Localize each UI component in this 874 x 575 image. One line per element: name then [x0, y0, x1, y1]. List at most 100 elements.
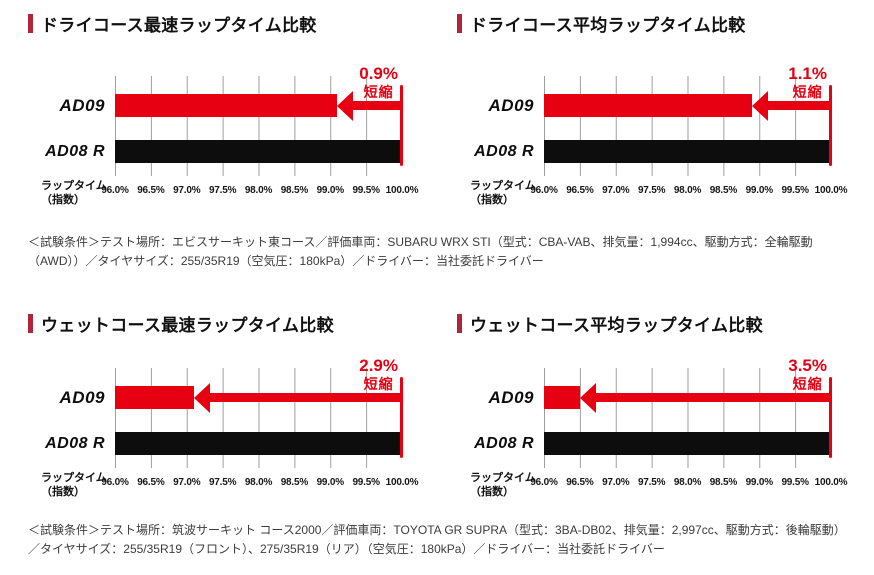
x-tick-label: 97.0%	[173, 185, 201, 196]
chart-title: ドライコース平均ラップタイム比較	[470, 15, 746, 35]
chart: AD09 AD08 R 0.9% 短縮 ラップタイム （指数） 96.0% 96	[28, 65, 419, 208]
reduction-arrow	[752, 90, 830, 121]
baseline-100pct-line	[829, 377, 832, 458]
arrow-head-icon	[579, 382, 596, 413]
plot-area: 3.5% 短縮	[544, 357, 832, 468]
x-axis-title-line1: ラップタイム	[41, 472, 107, 484]
chart-panel-dry-average: ドライコース平均ラップタイム比較 AD09 AD08 R 1.1% 短縮 ラップ…	[457, 13, 848, 208]
chart: AD09 AD08 R 3.5% 短縮 ラップタイム （指数） 96.0% 96	[457, 357, 848, 500]
section-header: ドライコース最速ラップタイム比較	[28, 13, 410, 35]
plot-area: 1.1% 短縮	[544, 65, 832, 176]
ad08-bar	[115, 432, 402, 455]
chart: AD09 AD08 R 2.9% 短縮 ラップタイム （指数） 96.0% 96	[28, 357, 419, 498]
title-marker	[28, 13, 33, 33]
x-tick-label: 98.0%	[673, 185, 702, 196]
x-axis-title-line1: ラップタイム	[41, 180, 107, 192]
x-tick-label: 98.5%	[709, 477, 738, 488]
ad08-bar	[544, 432, 831, 455]
x-axis-title: ラップタイム （指数）	[470, 180, 536, 208]
x-tick-label: 96.5%	[566, 477, 594, 488]
x-tick-label: 96.5%	[137, 185, 165, 196]
ad09-bar	[115, 386, 194, 409]
section-header: ウェットコース平均ラップタイム比較	[457, 313, 839, 335]
chart-title: ドライコース最速ラップタイム比較	[41, 15, 317, 35]
chart-title: ウェットコース最速ラップタイム比較	[41, 315, 334, 335]
x-tick-label: 99.0%	[745, 477, 774, 488]
plot-area: 2.9% 短縮	[115, 357, 403, 468]
arrow-head-icon	[193, 382, 210, 413]
section-header: ドライコース平均ラップタイム比較	[457, 13, 839, 35]
category-label-ad08r: AD08 R	[474, 434, 534, 452]
reduction-value: 2.9%	[359, 356, 398, 375]
reduction-label: 短縮	[363, 84, 394, 100]
chart: AD09 AD08 R 1.1% 短縮 ラップタイム （指数） 96.0% 96	[457, 65, 848, 208]
reduction-label: 短縮	[792, 376, 823, 392]
ad09-bar	[544, 386, 580, 409]
x-tick-label: 97.5%	[208, 185, 237, 196]
x-axis-ticks: 96.0% 96.5% 97.0% 97.5% 98.0% 98.5% 99.0% 99.5%…	[530, 477, 847, 491]
x-tick-label: 100.0%	[814, 477, 848, 488]
x-tick-label: 97.5%	[637, 477, 666, 488]
arrow-shaft	[209, 393, 401, 402]
category-label-ad08r: AD08 R	[45, 142, 105, 160]
x-axis-ticks: 96.0% 96.5% 97.0% 97.5% 98.0% 98.5% 99.0% 99.5%…	[101, 185, 418, 199]
reduction-annotation: 3.5% 短縮	[788, 357, 827, 391]
reduction-arrow	[579, 382, 830, 413]
x-axis-title-line2: （指数）	[470, 193, 514, 206]
reduction-value: 0.9%	[359, 64, 398, 83]
baseline-100pct-line	[829, 85, 832, 166]
x-tick-label: 98.0%	[244, 477, 273, 488]
x-tick-label: 96.0%	[530, 477, 558, 488]
chart-panel-dry-fastest: ドライコース最速ラップタイム比較 AD09 AD08 R 0.9% 短縮 ラップ…	[28, 13, 419, 208]
x-tick-label: 96.0%	[101, 477, 129, 488]
x-axis-title: ラップタイム （指数）	[470, 472, 536, 500]
x-tick-label: 98.0%	[673, 477, 702, 488]
ad08-bar	[115, 140, 402, 163]
category-label-ad09: AD09	[488, 95, 534, 115]
x-tick-label: 99.0%	[745, 185, 774, 196]
reduction-annotation: 2.9% 短縮	[359, 357, 398, 391]
title-marker	[28, 313, 33, 333]
reduction-value: 3.5%	[788, 356, 827, 375]
x-tick-label: 99.0%	[316, 477, 345, 488]
reduction-label: 短縮	[792, 84, 823, 100]
x-tick-label: 97.0%	[602, 185, 630, 196]
x-axis-ticks: 96.0% 96.5% 97.0% 97.5% 98.0% 98.5% 99.0% 99.5%…	[101, 477, 418, 491]
x-tick-label: 97.5%	[208, 477, 237, 488]
x-tick-label: 98.5%	[709, 185, 738, 196]
chart-title: ウェットコース平均ラップタイム比較	[470, 315, 763, 335]
x-axis-title: ラップタイム （指数）	[41, 180, 107, 208]
category-label-ad09: AD09	[488, 387, 534, 407]
arrow-head-icon	[752, 90, 769, 121]
arrow-shaft	[595, 393, 830, 402]
baseline-100pct-line	[400, 85, 403, 166]
title-marker	[457, 313, 462, 333]
x-axis-ticks: 96.0% 96.5% 97.0% 97.5% 98.0% 98.5% 99.0% 99.5%…	[530, 185, 847, 199]
x-tick-label: 99.5%	[352, 185, 380, 196]
x-axis-title-line2: （指数）	[41, 485, 85, 498]
x-axis-title-line1: ラップタイム	[470, 472, 536, 484]
x-tick-label: 98.5%	[280, 477, 309, 488]
plot-area: 0.9% 短縮	[115, 65, 403, 176]
x-tick-label: 96.5%	[137, 477, 165, 488]
x-axis-title-line1: ラップタイム	[470, 180, 536, 192]
chart-panel-wet-fastest: ウェットコース最速ラップタイム比較 AD09 AD08 R 2.9% 短縮 ラッ…	[28, 313, 419, 498]
x-axis-title-line2: （指数）	[470, 485, 514, 498]
x-axis-title-line2: （指数）	[41, 193, 85, 206]
x-tick-label: 96.0%	[101, 185, 129, 196]
x-tick-label: 97.5%	[637, 185, 666, 196]
x-tick-label: 97.0%	[173, 477, 201, 488]
category-label-ad08r: AD08 R	[474, 142, 534, 160]
x-tick-label: 96.5%	[566, 185, 594, 196]
chart-panel-wet-average: ウェットコース平均ラップタイム比較 AD09 AD08 R 3.5% 短縮 ラッ…	[457, 313, 848, 500]
reduction-label: 短縮	[363, 376, 394, 392]
arrow-shaft	[353, 101, 401, 110]
x-tick-label: 97.0%	[602, 477, 630, 488]
category-label-ad09: AD09	[59, 387, 105, 407]
x-tick-label: 96.0%	[530, 185, 558, 196]
x-tick-label: 98.0%	[244, 185, 273, 196]
arrow-head-icon	[337, 90, 354, 121]
ad09-bar	[544, 94, 753, 117]
test-conditions-wet: ＜試験条件＞テスト場所：筑波サーキット コース2000／評価車両：TOYOTA …	[28, 523, 846, 556]
category-label-ad09: AD09	[59, 95, 105, 115]
